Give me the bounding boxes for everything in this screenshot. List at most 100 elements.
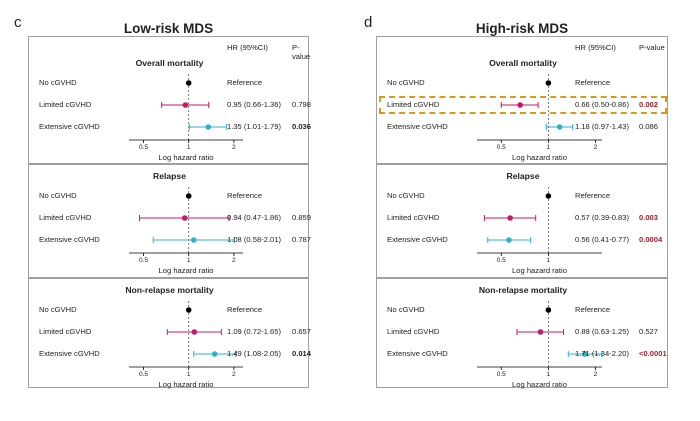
p-value: 0.002 [639, 100, 659, 109]
p-value-column-header: P-value [639, 43, 665, 52]
p-value: 0.798 [292, 100, 312, 109]
p-value: 0.086 [639, 122, 659, 131]
hr-value: 1.49 (1.08-2.05) [227, 349, 282, 358]
forest-section: Relapse 0.5 1 Log hazard ratio No cGVHD Refer… [376, 164, 668, 278]
section-title: Relapse [506, 171, 540, 181]
x-tick-label: 0.5 [496, 144, 506, 151]
point-estimate-limited [191, 329, 198, 335]
hr-value: Reference [227, 305, 263, 314]
x-tick-label: 0.5 [496, 371, 506, 378]
p-value: 0.0004 [639, 235, 663, 244]
point-estimate-limited [517, 102, 523, 108]
hr-value: 0.66 (0.50-0.86) [575, 100, 630, 109]
row-group-label: Limited cGVHD [39, 100, 92, 109]
forest-plot-svg [129, 187, 243, 256]
forest-plot-svg [129, 301, 243, 370]
row-group-label: Limited cGVHD [39, 327, 92, 336]
x-tick-label: 0.5 [138, 257, 149, 264]
hr-column-header: HR (95%CI) [575, 43, 616, 52]
forest-plot-svg [477, 187, 602, 256]
point-estimate-limited [507, 215, 513, 221]
section-title: Overall mortality [135, 58, 204, 68]
x-tick-label: 2 [593, 371, 598, 378]
hr-value: 1.35 (1.01-1.79) [227, 122, 282, 131]
forest-section: HR (95%CI) P-value Overall mortality 0.5 1 2 L… [376, 36, 668, 164]
point-estimate-extensive [582, 351, 588, 357]
x-tick-label: 1 [546, 257, 551, 264]
row-group-label: Limited cGVHD [387, 213, 440, 222]
p-value: 0.657 [292, 327, 312, 336]
hr-value: 0.94 (0.47-1.86) [227, 213, 282, 222]
point-estimate-reference [185, 307, 192, 313]
x-axis-label: Log hazard ratio [512, 153, 567, 162]
p-value: 0.036 [292, 122, 312, 131]
point-estimate-reference [185, 193, 192, 199]
p-value: 0.527 [639, 327, 659, 336]
point-estimate-reference [545, 193, 552, 199]
row-group-label: No cGVHD [39, 305, 77, 314]
point-estimate-limited [181, 215, 188, 221]
section-title: Overall mortality [489, 58, 557, 68]
x-tick-label: 0.5 [496, 257, 506, 264]
hr-value: 1.18 (0.97-1.43) [575, 122, 630, 131]
hr-value: 1.08 (0.58-2.01) [227, 235, 282, 244]
panel-letter: c [14, 14, 22, 31]
p-value-column-header: P-value [292, 43, 311, 61]
x-tick-label: 2 [232, 144, 236, 151]
point-estimate-extensive [205, 124, 212, 130]
panel-letter: d [364, 14, 373, 31]
x-axis-label: Log hazard ratio [158, 266, 214, 275]
x-axis-label: Log hazard ratio [158, 380, 214, 389]
p-value: <0.0001 [639, 349, 667, 358]
forest-section: Non-relapse mortality 0.5 1 2 Log hazard rat… [28, 278, 312, 389]
row-group-label: Extensive cGVHD [39, 349, 100, 358]
section-title: Non-relapse mortality [125, 285, 214, 295]
x-tick-label: 2 [232, 257, 236, 264]
x-tick-label: 0.5 [138, 144, 149, 151]
point-estimate-extensive [556, 124, 563, 130]
hr-value: Reference [227, 191, 263, 200]
hr-value: 0.56 (0.41-0.77) [575, 235, 630, 244]
x-tick-label: 1 [186, 371, 191, 378]
row-group-label: Extensive cGVHD [39, 235, 100, 244]
x-axis-label: Log hazard ratio [158, 153, 214, 162]
x-tick-label: 1 [186, 257, 191, 264]
x-tick-label: 2 [593, 144, 598, 151]
x-tick-label: 1 [186, 144, 191, 151]
hr-column-header: HR (95%CI) [227, 43, 268, 52]
x-axis-label: Log hazard ratio [512, 380, 567, 389]
row-group-label: Extensive cGVHD [387, 122, 448, 131]
row-group-label: Extensive cGVHD [39, 122, 100, 131]
x-tick-label: 1 [546, 371, 551, 378]
row-group-label: Extensive cGVHD [387, 349, 448, 358]
row-group-label: No cGVHD [39, 78, 77, 87]
point-estimate-limited [182, 102, 189, 108]
row-group-label: Extensive cGVHD [387, 235, 448, 244]
forest-plot-svg [129, 74, 243, 143]
hr-value: Reference [575, 305, 611, 314]
forest-section: Relapse 0.5 1 2 Log hazard ratio No cGVHD Refe… [28, 164, 312, 278]
row-group-label: No cGVHD [39, 191, 77, 200]
p-value: 0.014 [292, 349, 312, 358]
panel-title: Low-risk MDS [123, 21, 214, 36]
p-value: 0.859 [292, 213, 312, 222]
point-estimate-extensive [506, 237, 512, 243]
point-estimate-reference [545, 307, 552, 313]
row-group-label: No cGVHD [387, 305, 425, 314]
row-group-label: No cGVHD [387, 78, 425, 87]
x-axis-label: Log hazard ratio [512, 266, 567, 275]
row-group-label: Limited cGVHD [387, 100, 440, 109]
hr-value: 0.89 (0.63-1.25) [575, 327, 630, 336]
x-tick-label: 1 [546, 144, 551, 151]
point-estimate-extensive [190, 237, 197, 243]
point-estimate-reference [185, 80, 192, 86]
hr-value: 1.09 (0.72-1.65) [227, 327, 282, 336]
p-value: 0.787 [292, 235, 312, 244]
forest-plot-svg [477, 301, 603, 370]
point-estimate-reference [545, 80, 552, 86]
forest-section: HR (95%CI) P-value Overall mortality 0.5 1 2 L… [28, 36, 312, 164]
forest-section: Non-relapse mortality 0.5 1 2 Log hazard rat… [376, 278, 668, 389]
point-estimate-extensive [211, 351, 218, 357]
p-value: 0.003 [639, 213, 659, 222]
panel-title: High-risk MDS [475, 21, 569, 36]
